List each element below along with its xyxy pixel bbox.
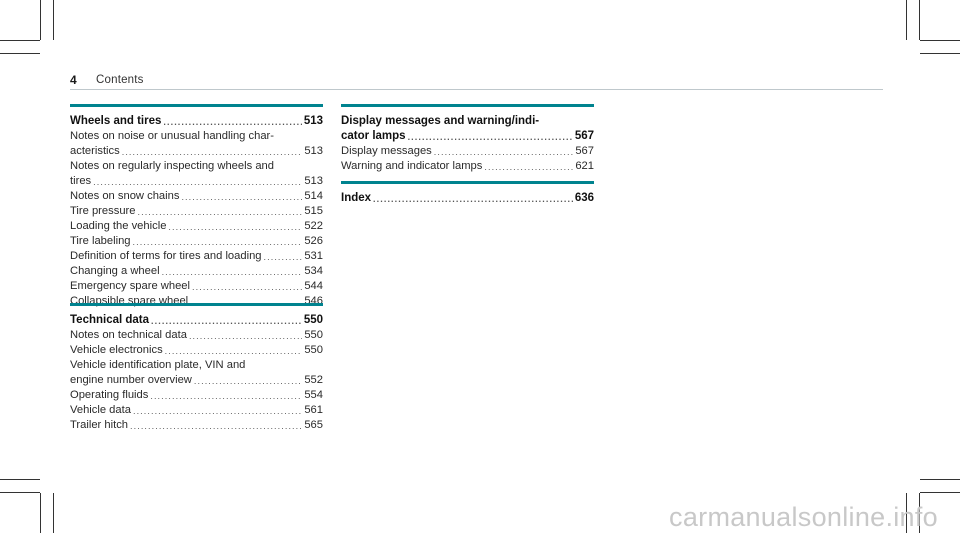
toc-entry[interactable]: Tire labeling526 bbox=[70, 234, 323, 249]
toc-entry[interactable]: Tire pressure515 bbox=[70, 204, 323, 219]
toc-entry[interactable]: Loading the vehicle522 bbox=[70, 219, 323, 234]
toc-entry[interactable]: Display messages567 bbox=[341, 144, 594, 159]
toc-section-heading[interactable]: Index636 bbox=[341, 191, 594, 206]
crop-mark bbox=[53, 493, 54, 533]
crop-mark bbox=[920, 53, 960, 54]
crop-mark bbox=[920, 492, 960, 493]
toc-entry-line: Notes on noise or unusual handling char- bbox=[70, 130, 274, 142]
crop-mark bbox=[0, 492, 40, 493]
toc-entry[interactable]: Vehicle data561 bbox=[70, 403, 323, 418]
crop-mark bbox=[920, 479, 960, 480]
toc-entry[interactable]: Vehicle electronics550 bbox=[70, 343, 323, 358]
crop-mark bbox=[919, 493, 920, 533]
toc-entry[interactable]: acteristics513 bbox=[70, 144, 323, 159]
section-accent-bar bbox=[70, 303, 323, 306]
crop-mark bbox=[53, 0, 54, 40]
toc-entry[interactable]: Notes on snow chains514 bbox=[70, 189, 323, 204]
toc-section-heading[interactable]: Technical data550 bbox=[70, 313, 323, 328]
toc-section-heading-line: Display messages and warning/indi- bbox=[341, 115, 540, 127]
toc-section-technical-data: Technical data550 Notes on technical dat… bbox=[70, 303, 323, 433]
toc-entry[interactable]: Notes on technical data550 bbox=[70, 328, 323, 343]
toc-section-index: Index636 bbox=[341, 181, 594, 206]
toc-section-heading[interactable]: cator lamps567 bbox=[341, 129, 594, 144]
toc-entry[interactable]: Trailer hitch565 bbox=[70, 418, 323, 433]
header-rule bbox=[70, 89, 883, 90]
toc-entry-line: Vehicle identification plate, VIN and bbox=[70, 359, 246, 371]
crop-mark bbox=[0, 53, 40, 54]
crop-mark bbox=[920, 40, 960, 41]
section-accent-bar bbox=[341, 181, 594, 184]
crop-mark bbox=[906, 493, 907, 533]
toc-entry[interactable]: Emergency spare wheel544 bbox=[70, 279, 323, 294]
toc-section-display-messages: Display messages and warning/indi- cator… bbox=[341, 104, 594, 174]
toc-section-heading[interactable]: Wheels and tires513 bbox=[70, 114, 323, 129]
toc-entry[interactable]: Warning and indicator lamps621 bbox=[341, 159, 594, 174]
crop-mark bbox=[40, 493, 41, 533]
toc-section-wheels: Wheels and tires513 Notes on noise or un… bbox=[70, 104, 323, 309]
toc-entry[interactable]: tires513 bbox=[70, 174, 323, 189]
toc-entry-line: Notes on regularly inspecting wheels and bbox=[70, 160, 274, 172]
crop-mark bbox=[40, 0, 41, 40]
toc-entry[interactable]: engine number overview552 bbox=[70, 373, 323, 388]
toc-entry[interactable]: Definition of terms for tires and loadin… bbox=[70, 249, 323, 264]
toc-entry[interactable]: Changing a wheel534 bbox=[70, 264, 323, 279]
section-accent-bar bbox=[341, 104, 594, 107]
crop-mark bbox=[0, 40, 40, 41]
watermark: carmanualsonline.info bbox=[669, 502, 938, 532]
section-accent-bar bbox=[70, 104, 323, 107]
crop-mark bbox=[0, 479, 40, 480]
crop-mark bbox=[906, 0, 907, 40]
page-header-title: Contents bbox=[96, 74, 144, 86]
toc-entry[interactable]: Operating fluids554 bbox=[70, 388, 323, 403]
page-number: 4 bbox=[70, 73, 77, 87]
crop-mark bbox=[919, 0, 920, 40]
